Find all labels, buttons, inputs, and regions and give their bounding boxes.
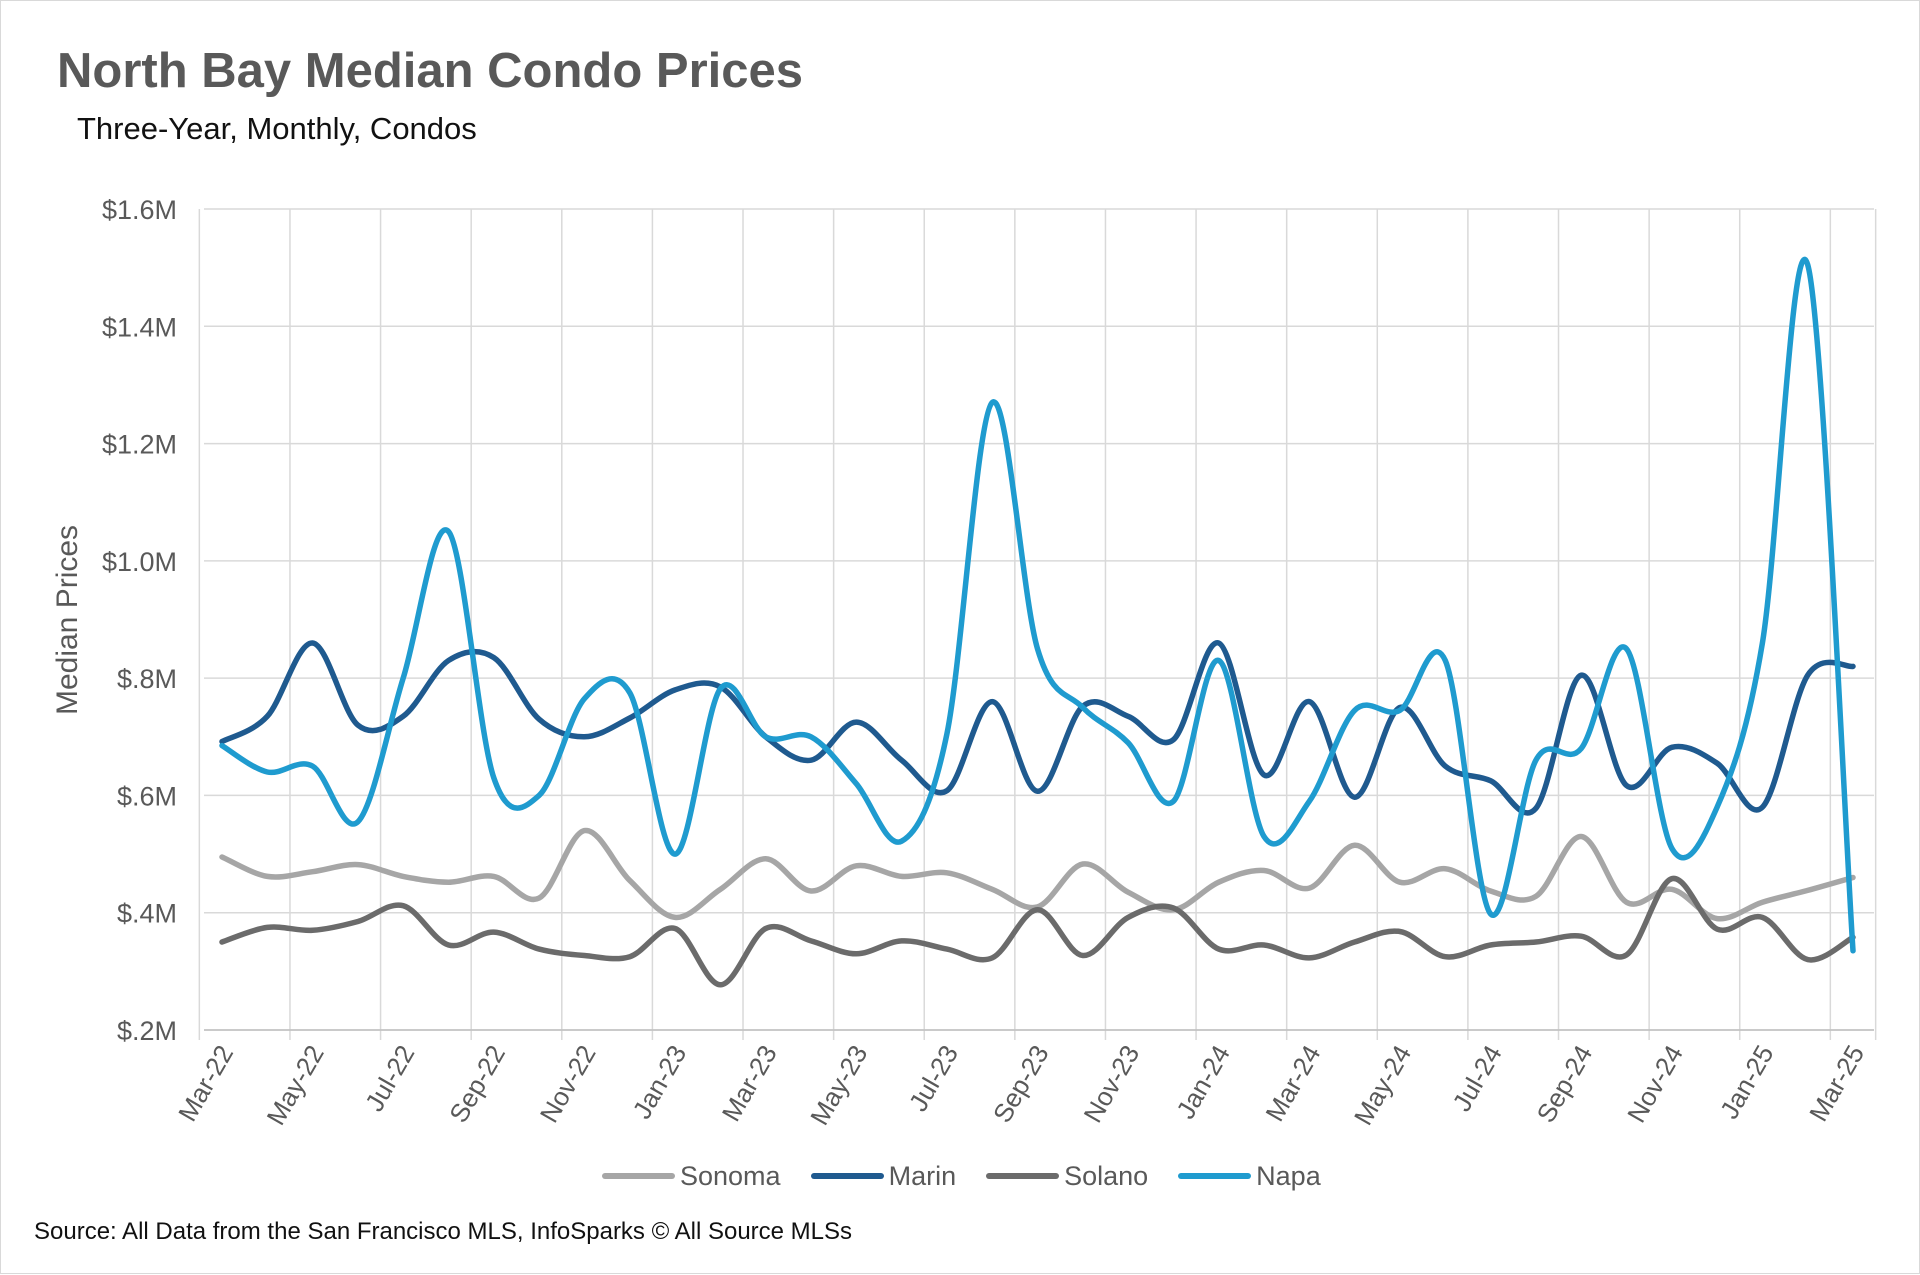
legend-swatch-sonoma bbox=[602, 1173, 675, 1179]
legend-item-napa: Napa bbox=[1178, 1159, 1321, 1193]
legend-item-marin: Marin bbox=[810, 1159, 957, 1193]
y-tick-label: $.8M bbox=[117, 664, 177, 694]
chart-title: North Bay Median Condo Prices bbox=[57, 44, 804, 98]
x-tick-label: May-22 bbox=[260, 1040, 329, 1130]
chart-subtitle: Three-Year, Monthly, Condos bbox=[77, 111, 477, 146]
y-tick-label: $1.0M bbox=[102, 547, 177, 577]
y-tick-label: $.4M bbox=[117, 899, 177, 929]
y-axis-title: Median Prices bbox=[51, 525, 84, 715]
x-tick-label: Jul-22 bbox=[359, 1040, 420, 1116]
x-tick-label: Mar-22 bbox=[172, 1040, 239, 1126]
series-line-solano bbox=[219, 875, 1856, 988]
x-tick-label: Jan-23 bbox=[627, 1040, 693, 1124]
x-tick-label: Nov-24 bbox=[1621, 1040, 1689, 1128]
legend-swatch-napa bbox=[1178, 1173, 1252, 1179]
legend-item-sonoma: Sonoma bbox=[602, 1159, 781, 1193]
x-tick-label: Mar-25 bbox=[1803, 1040, 1870, 1126]
source-note: Source: All Data from the San Francisco … bbox=[34, 1218, 853, 1245]
y-tick-label: $1.6M bbox=[102, 195, 177, 225]
y-tick-label: $1.4M bbox=[102, 312, 177, 342]
x-tick-label: Sep-23 bbox=[987, 1040, 1055, 1128]
y-tick-label: $.2M bbox=[117, 1016, 177, 1046]
y-tick-label: $.6M bbox=[117, 781, 177, 811]
x-tick-label: Sep-24 bbox=[1530, 1040, 1598, 1128]
y-tick-label: $1.2M bbox=[102, 430, 177, 460]
x-tick-label: Sep-22 bbox=[443, 1040, 511, 1128]
x-tick-label: Mar-23 bbox=[716, 1040, 783, 1126]
series-line-napa bbox=[219, 257, 1856, 954]
legend-label-marin: Marin bbox=[888, 1161, 957, 1191]
legend-label-napa: Napa bbox=[1256, 1161, 1321, 1191]
legend-item-solano: Solano bbox=[986, 1159, 1148, 1193]
x-tick-label: Nov-22 bbox=[534, 1040, 602, 1128]
series-line-sonoma bbox=[219, 827, 1856, 922]
legend-swatch-marin bbox=[810, 1173, 884, 1179]
y-axis-ticks: $.2M $.4M $.6M $.8M $1.0M $1.2M $1.4M $1.6M bbox=[102, 195, 177, 1046]
x-tick-label: Mar-24 bbox=[1259, 1040, 1326, 1126]
x-tick-label: Jan-25 bbox=[1714, 1040, 1780, 1124]
legend-label-solano: Solano bbox=[1064, 1161, 1149, 1191]
x-tick-label: Jul-23 bbox=[903, 1040, 964, 1116]
series-lines bbox=[219, 257, 1856, 988]
gridlines bbox=[198, 208, 1877, 1040]
x-tick-label: Jan-24 bbox=[1170, 1040, 1236, 1124]
x-tick-label: May-24 bbox=[1348, 1040, 1417, 1130]
x-axis-ticks: Mar-22 May-22 Jul-22 Sep-22 Nov-22 Jan-23 Mar-… bbox=[172, 1040, 1870, 1130]
x-tick-label: Jul-24 bbox=[1446, 1040, 1507, 1116]
legend-label-sonoma: Sonoma bbox=[680, 1161, 781, 1191]
x-tick-label: May-23 bbox=[804, 1040, 873, 1130]
x-tick-label: Nov-23 bbox=[1077, 1040, 1145, 1128]
legend-swatch-solano bbox=[986, 1173, 1060, 1179]
legend: Sonoma Marin Solano Napa bbox=[602, 1159, 1321, 1193]
